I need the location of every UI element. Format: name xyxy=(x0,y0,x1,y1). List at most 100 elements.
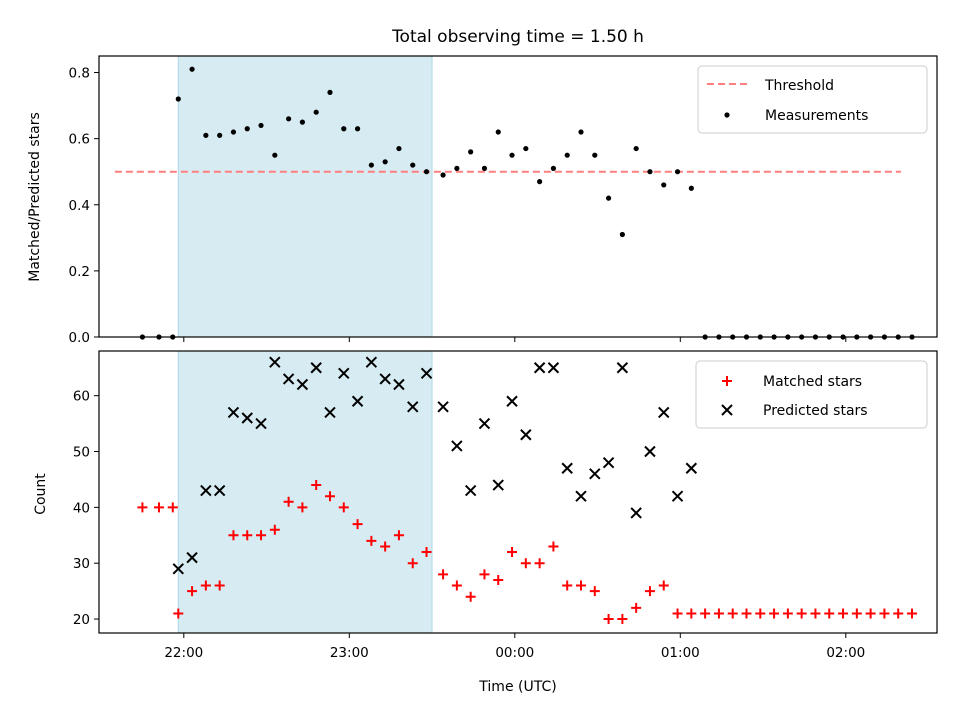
bottom-matched-point xyxy=(658,580,669,591)
top-measurement-point xyxy=(230,129,237,135)
bottom-predicted-point xyxy=(172,563,184,575)
top-measurement-point xyxy=(382,159,388,165)
top-y-tick-label: 0.4 xyxy=(69,198,90,214)
bottom-legend-matched-label: Matched stars xyxy=(763,374,862,390)
top-y-tick-label: 0.2 xyxy=(69,264,90,280)
top-axes-frame xyxy=(98,55,938,338)
bottom-shaded-span xyxy=(177,350,433,634)
top-measurement-point xyxy=(495,129,501,135)
bottom-matched-point xyxy=(242,530,253,541)
bottom-predicted-point xyxy=(351,395,364,407)
top-measurement-point xyxy=(354,126,361,132)
bottom-predicted-point xyxy=(200,484,212,497)
bottom-predicted-point xyxy=(616,362,629,374)
bottom-matched-point xyxy=(479,569,490,580)
bottom-matched-point xyxy=(810,608,821,619)
bottom-predicted-point xyxy=(324,406,336,419)
bottom-matched-point xyxy=(167,502,178,513)
ratio-panel: 0.0 0.2 0.4 0.6 0.8 Threshold Measurements xyxy=(69,55,938,346)
bottom-matched-point xyxy=(741,608,752,619)
bottom-matched-point xyxy=(824,608,835,619)
top-measurement-point xyxy=(175,96,181,102)
bottom-matched-point xyxy=(451,580,462,591)
bottom-matched-point xyxy=(173,608,184,619)
bottom-matched-point xyxy=(366,535,377,546)
top-measurement-point xyxy=(258,122,264,129)
top-measurement-point xyxy=(341,126,347,132)
top-measurement-point xyxy=(468,149,474,155)
bottom-matched-point xyxy=(865,608,876,619)
bottom-predicted-point xyxy=(520,429,532,441)
bottom-matched-point xyxy=(153,502,164,513)
bottom-matched-point xyxy=(617,614,628,625)
bottom-matched-point xyxy=(838,608,849,619)
bottom-predicted-point xyxy=(407,401,419,413)
top-y-axis-label: Matched/Predicted stars xyxy=(27,112,43,282)
bottom-matched-point xyxy=(407,558,418,569)
chart-title: Total observing time = 1.50 h xyxy=(391,27,644,47)
top-measurement-point xyxy=(605,195,612,201)
bottom-predicted-point xyxy=(310,362,322,374)
bottom-matched-point xyxy=(782,608,793,619)
top-legend-threshold-label: Threshold xyxy=(764,78,834,94)
bottom-matched-point xyxy=(520,558,531,569)
top-measurement-point xyxy=(423,169,430,175)
bottom-predicted-point xyxy=(186,551,198,564)
bottom-predicted-point xyxy=(255,417,267,430)
bottom-predicted-point xyxy=(379,373,391,385)
bottom-matched-point xyxy=(507,547,518,558)
bottom-x-tick-label: 01:00 xyxy=(661,645,700,661)
bottom-predicted-point xyxy=(589,468,601,480)
top-measurement-point xyxy=(396,145,402,152)
bottom-y-tick-label: 30 xyxy=(73,556,90,572)
bottom-x-tick-label: 22:00 xyxy=(164,645,203,661)
bottom-y-axis-label: Count xyxy=(33,473,49,515)
bottom-predicted-point xyxy=(282,373,295,385)
bottom-y-tick-label: 40 xyxy=(73,500,90,516)
bottom-matched-point xyxy=(200,580,211,591)
top-measurement-point xyxy=(647,169,653,175)
bottom-predicted-point xyxy=(420,367,433,380)
bottom-matched-point xyxy=(907,608,917,619)
bottom-matched-point xyxy=(576,580,586,591)
bottom-predicted-point xyxy=(269,356,281,368)
bottom-predicted-point xyxy=(561,462,573,474)
bottom-matched-point xyxy=(548,541,559,552)
bottom-x-tick-label: 02:00 xyxy=(826,645,865,661)
bottom-matched-point xyxy=(879,608,890,619)
bottom-predicted-point xyxy=(464,484,477,497)
count-panel: 20 30 40 50 60 22:00 23:00 00:00 01:00 02:00 Match… xyxy=(73,350,938,661)
bottom-matched-point xyxy=(214,580,225,591)
bottom-matched-point xyxy=(534,558,545,569)
bottom-predicted-point xyxy=(437,401,449,413)
bottom-matched-point xyxy=(187,586,198,597)
top-measurement-point xyxy=(578,129,584,135)
bottom-x-tick-label: 23:00 xyxy=(330,645,369,661)
bottom-predicted-point xyxy=(547,362,560,374)
bottom-predicted-point xyxy=(365,356,378,368)
bottom-predicted-point xyxy=(393,378,405,391)
top-measurement-point xyxy=(272,152,278,158)
bottom-axes-frame xyxy=(98,350,938,634)
top-shaded-span xyxy=(177,55,433,338)
bottom-matched-point xyxy=(713,608,724,619)
top-measurement-point xyxy=(327,89,333,95)
top-measurement-point xyxy=(368,162,374,168)
bottom-matched-point xyxy=(228,530,239,541)
bottom-y-tick-label: 50 xyxy=(73,445,90,461)
bottom-matched-point xyxy=(421,547,432,558)
bottom-predicted-point xyxy=(602,456,615,469)
bottom-matched-point xyxy=(352,519,363,530)
bottom-legend-predicted-swatch xyxy=(721,404,733,416)
top-legend-measurements-label: Measurements xyxy=(765,108,868,124)
bottom-predicted-point xyxy=(671,490,684,502)
bottom-predicted-point xyxy=(644,445,656,458)
bottom-predicted-point xyxy=(506,395,518,407)
x-axis-label: Time (UTC) xyxy=(478,679,556,695)
bottom-x-tick-label: 00:00 xyxy=(495,645,534,661)
bottom-matched-point xyxy=(644,586,655,597)
top-y-tick-label: 0.6 xyxy=(69,132,90,148)
top-measurement-point xyxy=(537,179,543,185)
top-measurement-point xyxy=(550,165,557,171)
top-measurement-point xyxy=(509,152,515,158)
